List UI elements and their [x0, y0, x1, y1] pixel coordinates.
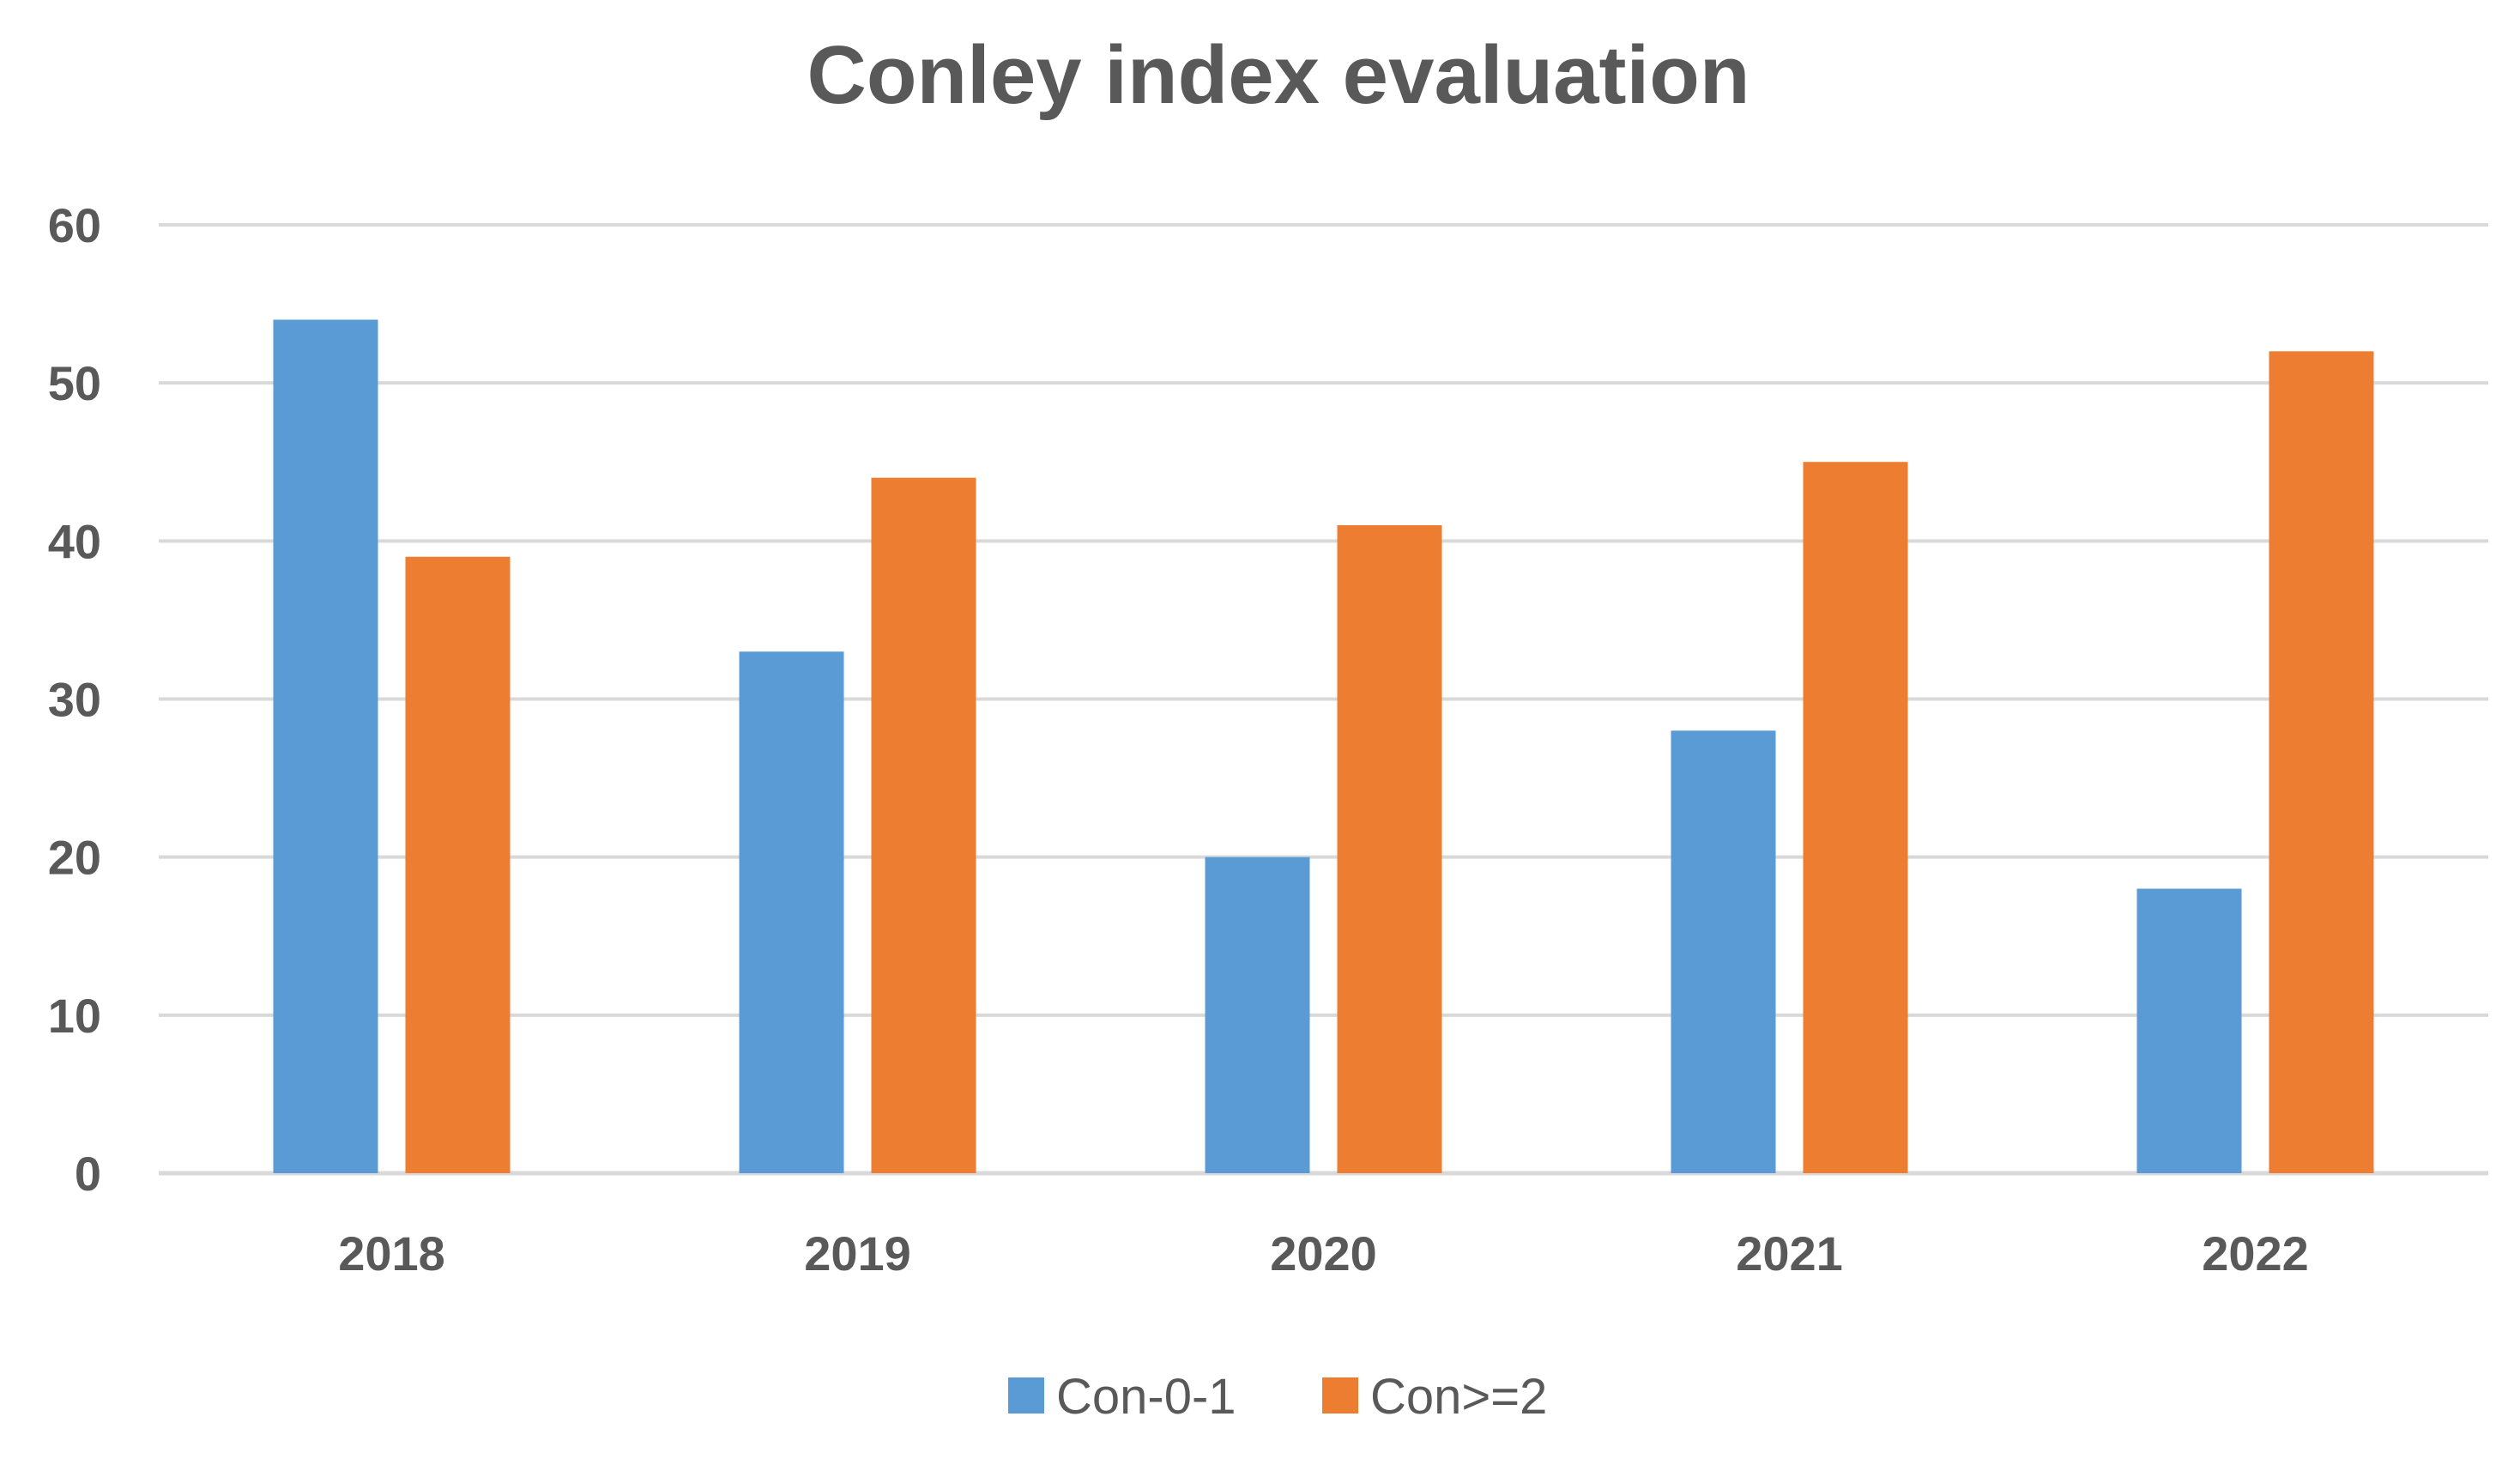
legend-label: Con-0-1: [1056, 1369, 1236, 1425]
y-axis: 0 10 20 30 40 50 60: [48, 198, 101, 1201]
bar-con-0-1-2021: [1671, 730, 1776, 1173]
bar-con-2-2022: [2269, 351, 2374, 1173]
bar-con-2-2021: [1803, 462, 1908, 1173]
x-axis: 2018 2019 2020 2021 2022: [338, 1226, 2309, 1280]
y-tick-label: 0: [75, 1147, 101, 1201]
chart-title: Conley index evaluation: [807, 29, 1750, 121]
y-tick-label: 10: [48, 989, 101, 1043]
y-tick-label: 30: [48, 673, 101, 727]
y-tick-label: 50: [48, 356, 101, 410]
bars: [273, 319, 2374, 1173]
legend-swatch: [1322, 1377, 1358, 1414]
legend-swatch: [1008, 1377, 1044, 1414]
x-tick-label: 2020: [1270, 1226, 1377, 1280]
y-tick-label: 20: [48, 831, 101, 885]
bar-con-0-1-2019: [739, 651, 844, 1173]
bar-con-2-2019: [871, 477, 976, 1173]
x-tick-label: 2021: [1736, 1226, 1843, 1280]
bar-con-2-2020: [1337, 524, 1442, 1173]
x-tick-label: 2022: [2202, 1226, 2309, 1280]
bar-con-0-1-2018: [273, 319, 378, 1173]
y-tick-label: 40: [48, 514, 101, 568]
x-tick-label: 2018: [338, 1226, 445, 1280]
bar-con-0-1-2022: [2136, 888, 2242, 1173]
bar-con-0-1-2020: [1205, 857, 1310, 1173]
bar-con-2-2018: [405, 556, 511, 1173]
legend: Con-0-1 Con>=2: [1008, 1369, 1547, 1425]
gridlines: [159, 223, 2488, 1176]
y-tick-label: 60: [48, 198, 101, 252]
legend-label: Con>=2: [1370, 1369, 1547, 1425]
x-tick-label: 2019: [804, 1226, 911, 1280]
